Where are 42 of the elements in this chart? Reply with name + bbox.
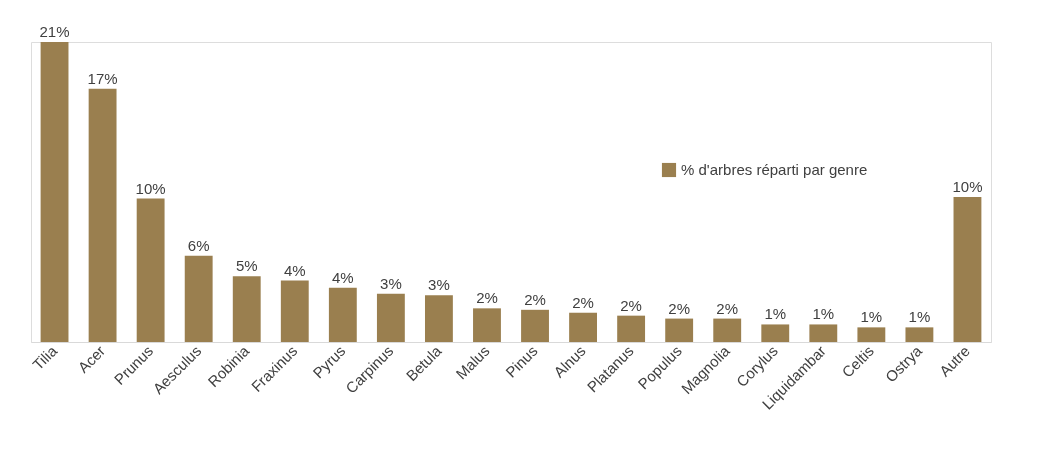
data-label: 21% [39,23,70,40]
data-label: 4% [283,261,306,279]
bar [88,88,117,342]
bar [953,197,982,342]
bar [280,280,309,342]
data-label: 3% [428,276,450,294]
bar [136,198,165,342]
bar [713,318,742,342]
bar [665,318,694,342]
data-label: 2% [716,299,739,317]
data-label: 17% [87,69,118,87]
bar [905,327,934,342]
bar [761,324,790,342]
data-label: 1% [908,308,931,326]
data-label: 5% [235,257,258,275]
bar [857,327,886,342]
data-label: 2% [668,299,691,317]
data-label: 3% [380,274,402,292]
bar [376,293,405,342]
bar [328,287,357,342]
bar [617,315,646,342]
data-label: 1% [860,308,883,326]
bar [809,324,838,342]
bar [521,309,549,342]
x-tick-label: Tilia [29,341,61,374]
legend-label: % d'arbres réparti par genre [681,161,868,178]
data-label: 1% [812,305,835,323]
data-label: 10% [952,178,983,196]
bar [569,312,598,342]
bar [473,308,501,342]
bar [184,255,213,342]
data-label: 2% [620,296,642,314]
data-label: 2% [476,289,498,307]
data-label: 4% [331,268,354,286]
data-label: 1% [764,305,787,323]
bar [424,295,453,342]
bar [40,42,69,342]
data-label: 2% [572,293,594,311]
bar [232,276,261,342]
data-label: 10% [135,179,166,197]
data-label: 6% [187,236,210,254]
data-label: 2% [524,290,546,308]
